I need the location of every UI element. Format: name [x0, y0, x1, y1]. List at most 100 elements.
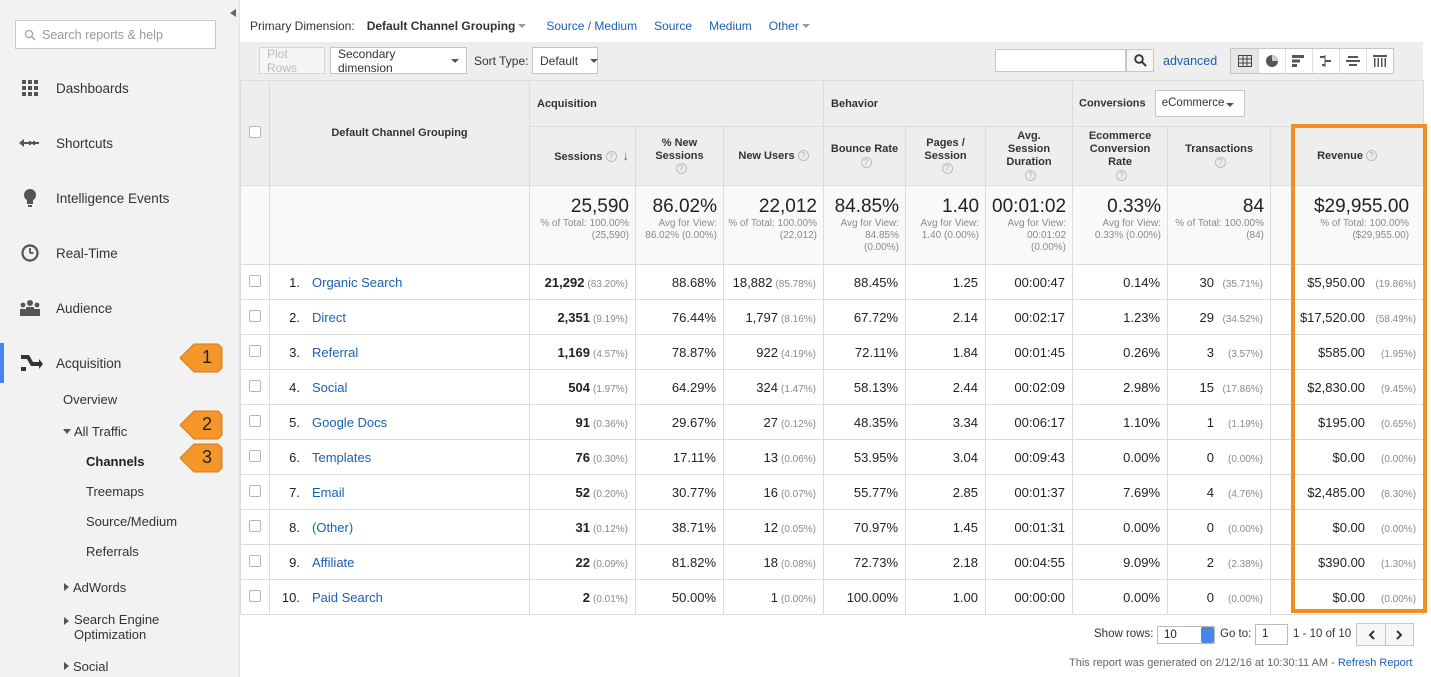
table-filter-input[interactable] [995, 49, 1126, 72]
channel-link[interactable]: Referral [312, 344, 359, 360]
channel-link[interactable]: Organic Search [312, 274, 403, 290]
row-index: 8. [289, 519, 300, 535]
channel-link[interactable]: Social [312, 379, 348, 395]
pivot-view-button[interactable] [1366, 49, 1393, 73]
generated-text: This report was generated on 2/12/16 at … [1069, 657, 1338, 669]
nav-referrals[interactable]: Referrals [86, 544, 139, 559]
refresh-report-link[interactable]: Refresh Report [1337, 657, 1413, 669]
channel-link[interactable]: Google Docs [312, 414, 388, 430]
total-value: 86.02% [652, 196, 717, 217]
dimension-default-channel-grouping[interactable]: Default Channel Grouping [367, 19, 527, 33]
nav-audience[interactable]: Audience [0, 288, 240, 328]
header-new-users[interactable]: New Users? [722, 126, 825, 186]
channel-link[interactable]: (Other) [312, 519, 354, 535]
nav-overview[interactable]: Overview [63, 392, 118, 407]
nav-treemaps[interactable]: Treemaps [86, 484, 145, 499]
sessions-cell: 2,351 (9.19%) [529, 299, 636, 335]
next-page-button[interactable] [1385, 624, 1413, 645]
table-body: 1. Organic Search 21,292 (83.20%) 88.68% 18,8… [240, 264, 1425, 615]
nav-dashboards[interactable]: Dashboards [0, 68, 240, 108]
help-icon[interactable]: ? [797, 150, 809, 162]
transactions-cell: 29 (34.52%) [1167, 299, 1272, 335]
channel-link[interactable]: Email [312, 484, 345, 500]
nav-social[interactable]: Social [64, 659, 108, 674]
channel-link[interactable]: Direct [312, 309, 346, 325]
help-icon[interactable]: ? [941, 163, 953, 175]
bar-view-button[interactable] [1285, 49, 1312, 73]
primary-dimension-label: Primary Dimension: [250, 19, 355, 33]
nav-all-traffic[interactable]: All Traffic [63, 424, 127, 439]
nav-acquisition[interactable]: Acquisition [0, 343, 240, 383]
nav-source-medium[interactable]: Source/Medium [86, 514, 178, 529]
goto-page-input[interactable]: 1 [1255, 624, 1288, 645]
help-icon[interactable]: ? [1365, 150, 1377, 162]
nav-adwords[interactable]: AdWords [64, 580, 126, 595]
help-icon[interactable]: ? [1116, 169, 1128, 181]
nav-channels[interactable]: Channels [86, 454, 145, 469]
header-revenue[interactable]: Revenue? [1270, 126, 1425, 186]
comparison-view-button[interactable] [1312, 49, 1339, 73]
sessions-value: 2 [582, 589, 590, 605]
header-transactions[interactable]: Transactions? [1167, 126, 1272, 186]
show-rows-select[interactable]: 10 [1157, 626, 1215, 644]
callout-number: 2 [202, 414, 213, 434]
row-checkbox[interactable] [249, 519, 261, 532]
view-switcher [1230, 48, 1394, 74]
row-checkbox[interactable] [249, 484, 261, 497]
nav-real-time[interactable]: Real-Time [0, 233, 240, 273]
header-new-sessions[interactable]: % New Sessions? [635, 126, 724, 186]
select-all-checkbox[interactable] [249, 125, 261, 138]
channel-link[interactable]: Affiliate [312, 554, 355, 570]
nav-intelligence-events[interactable]: Intelligence Events [0, 178, 240, 218]
help-icon[interactable]: ? [605, 151, 617, 163]
term-cloud-view-button[interactable] [1339, 49, 1366, 73]
channel-link[interactable]: Paid Search [312, 589, 383, 605]
row-checkbox[interactable] [249, 554, 261, 567]
search-placeholder: Search reports & help [42, 27, 163, 42]
header-pages-session[interactable]: Pages / Session? [905, 126, 987, 186]
table-search-button[interactable] [1126, 49, 1154, 72]
help-icon[interactable]: ? [1215, 156, 1227, 168]
new-users-value: 13 [763, 449, 778, 465]
plot-rows-button[interactable]: Plot Rows [259, 47, 325, 75]
prev-page-button[interactable] [1357, 624, 1385, 645]
header-default-channel-grouping[interactable]: Default Channel Grouping [269, 80, 530, 186]
new-users-value: 16 [763, 484, 778, 500]
help-icon[interactable]: ? [1025, 169, 1037, 181]
channel-cell: 8. (Other) [269, 509, 530, 545]
row-checkbox[interactable] [249, 379, 261, 392]
help-icon[interactable]: ? [675, 163, 687, 175]
header-sessions[interactable]: Sessions? ↓ [529, 126, 636, 186]
row-checkbox[interactable] [249, 414, 261, 427]
row-index: 6. [289, 449, 300, 465]
secondary-dimension-dropdown[interactable]: Secondary dimension [330, 47, 467, 75]
channel-link[interactable]: Templates [312, 449, 372, 465]
total-sessions: 25,590% of Total: 100.00% (25,590) [529, 185, 636, 265]
nav-seo[interactable]: Search Engine Optimization [64, 612, 184, 642]
help-icon[interactable]: ? [860, 156, 872, 168]
table-view-button[interactable] [1231, 49, 1258, 73]
collapse-sidebar-button[interactable] [226, 4, 240, 22]
advanced-filter-link[interactable]: advanced [1163, 54, 1218, 68]
conversions-type-dropdown[interactable]: eCommerce [1154, 90, 1245, 117]
row-checkbox[interactable] [249, 309, 261, 322]
pie-view-button[interactable] [1258, 49, 1285, 73]
header-ecommerce-conversion-rate[interactable]: Ecommerce Conversion Rate? [1072, 126, 1169, 186]
dimension-source-medium[interactable]: Source / Medium [546, 19, 638, 33]
sort-type-dropdown[interactable]: Default [532, 47, 599, 74]
dimension-other[interactable]: Other [769, 19, 810, 33]
revenue-cell: $390.00 (1.30%) [1270, 544, 1425, 580]
header-bounce-rate[interactable]: Bounce Rate? [823, 126, 907, 186]
search-reports-input[interactable]: Search reports & help [15, 20, 216, 49]
row-checkbox[interactable] [249, 344, 261, 357]
dimension-source[interactable]: Source [654, 19, 693, 33]
dimension-medium[interactable]: Medium [709, 19, 752, 33]
row-checkbox[interactable] [249, 589, 261, 602]
new-users-value: 18 [763, 554, 778, 570]
total-avg-duration: 00:01:02 Avg for View: 00:01:02 (0.00%) [985, 185, 1074, 265]
row-checkbox[interactable] [249, 274, 261, 287]
transactions-value: 29 [1199, 309, 1215, 325]
nav-shortcuts[interactable]: Shortcuts [0, 123, 240, 163]
header-avg-session-duration[interactable]: Avg. Session Duration? [985, 126, 1074, 186]
row-checkbox[interactable] [249, 449, 261, 462]
